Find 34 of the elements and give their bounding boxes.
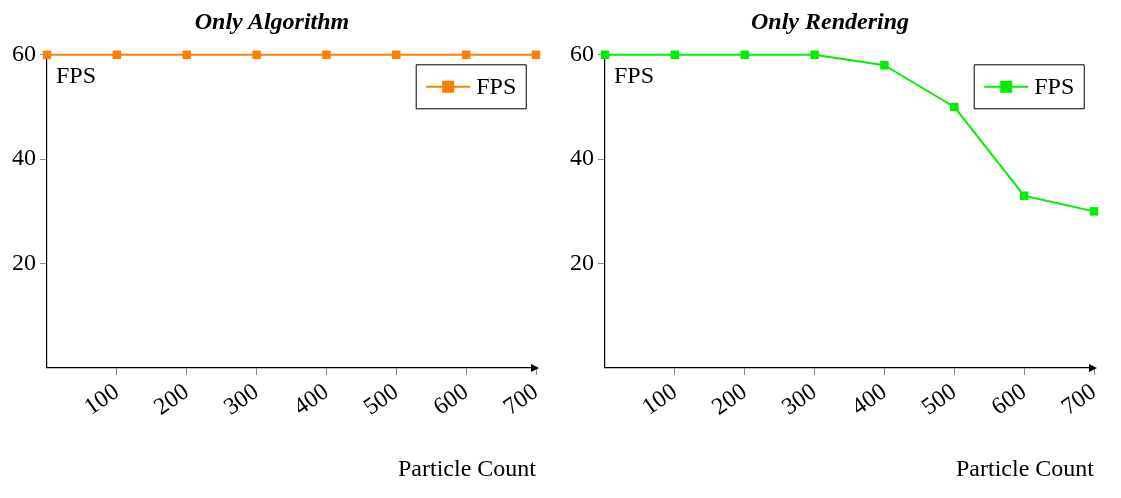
x-tick-label: 700 xyxy=(1056,377,1101,420)
legend-label: FPS xyxy=(476,73,517,100)
x-tick-label: 200 xyxy=(706,377,752,420)
y-tick-label: 20 xyxy=(570,248,594,275)
point xyxy=(1019,191,1029,200)
legend-label: FPS xyxy=(1034,73,1075,100)
x-tick-label: 400 xyxy=(846,377,891,420)
x-axis-title: Particle Count xyxy=(956,454,1095,481)
x-tick-label: 300 xyxy=(218,377,264,420)
y-tick-label: 20 xyxy=(12,248,36,275)
x-tick-label: 300 xyxy=(776,377,822,420)
y-axis-title: FPS xyxy=(614,62,655,89)
x-tick-label: 600 xyxy=(986,377,1031,420)
y-tick-label: 60 xyxy=(570,40,594,67)
chart-title: Only Rendering xyxy=(750,7,910,34)
point xyxy=(740,50,749,60)
chart-title: Only Algorithm xyxy=(194,7,350,34)
x-axis-title: Particle Count xyxy=(398,454,537,481)
x-tick-label: 700 xyxy=(498,377,543,420)
x-tick-label: 100 xyxy=(78,377,124,420)
x-tick-label: 100 xyxy=(636,377,682,420)
y-axis-title: FPS xyxy=(56,62,97,89)
point xyxy=(1089,207,1099,216)
x-tick-label: 500 xyxy=(358,377,403,420)
y-tick-label: 40 xyxy=(570,144,594,171)
x-tick-label: 600 xyxy=(428,377,473,420)
x-tick-label: 500 xyxy=(916,377,961,420)
y-tick-label: 40 xyxy=(12,144,36,171)
x-tick-label: 200 xyxy=(148,377,194,420)
point xyxy=(950,102,959,112)
x-tick-label: 400 xyxy=(288,377,333,420)
point xyxy=(880,61,889,70)
point xyxy=(810,50,819,60)
y-tick-label: 60 xyxy=(12,40,36,67)
